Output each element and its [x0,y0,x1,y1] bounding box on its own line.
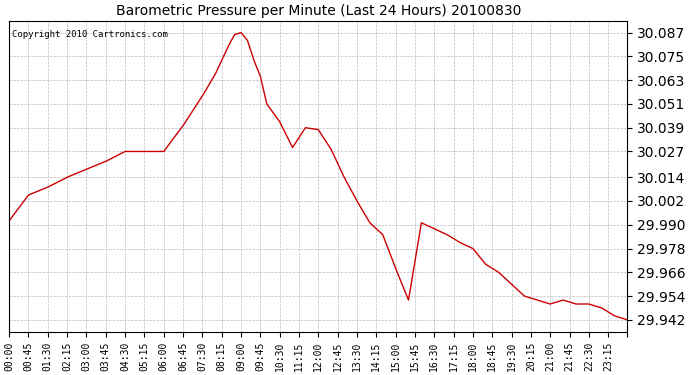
Text: Copyright 2010 Cartronics.com: Copyright 2010 Cartronics.com [12,30,168,39]
Title: Barometric Pressure per Minute (Last 24 Hours) 20100830: Barometric Pressure per Minute (Last 24 … [116,4,521,18]
